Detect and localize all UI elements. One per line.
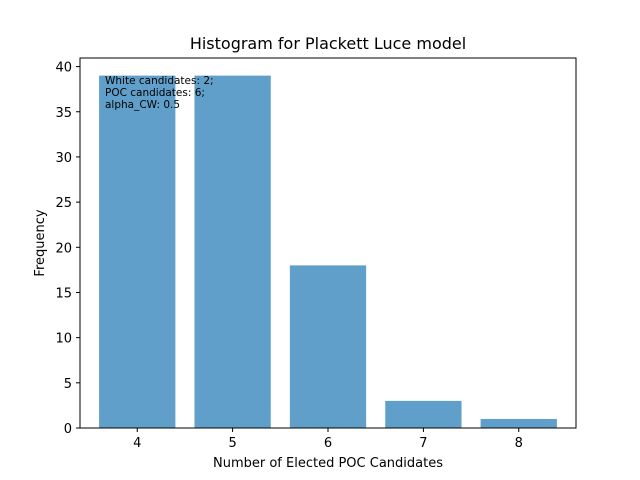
bar-7: [385, 400, 462, 428]
annotation-line-3: alpha_CW: 0.5: [105, 99, 180, 111]
annotation-line-2: POC candidates: 6;: [105, 87, 205, 99]
x-tick-label-7: 7: [419, 436, 427, 451]
chart-title: Histogram for Plackett Luce model: [190, 34, 466, 53]
x-axis: 4 5 6 7 8: [133, 428, 523, 451]
y-tick-label-35: 35: [55, 106, 72, 121]
y-tick-label-30: 30: [55, 151, 72, 166]
y-tick-label-40: 40: [55, 61, 72, 76]
annotation-line-1: White candidates: 2;: [105, 75, 214, 87]
y-tick-label-5: 5: [64, 377, 72, 392]
bar-8: [480, 418, 557, 428]
y-axis-label: Frequency: [33, 209, 48, 276]
bar-6: [289, 265, 367, 428]
bar-5: [194, 75, 271, 428]
bar-4: [99, 75, 176, 428]
y-tick-label-10: 10: [55, 332, 72, 347]
annotation-box: White candidates: 2; POC candidates: 6; …: [105, 75, 214, 111]
y-tick-label-15: 15: [55, 286, 72, 301]
bars-layer: [99, 75, 557, 428]
x-tick-label-4: 4: [133, 436, 141, 451]
y-tick-label-0: 0: [64, 422, 72, 437]
x-tick-label-8: 8: [515, 436, 523, 451]
y-tick-label-25: 25: [55, 196, 72, 211]
x-axis-label: Number of Elected POC Candidates: [213, 456, 443, 471]
x-tick-label-5: 5: [228, 436, 236, 451]
y-axis: 0 5 10 15 20 25 30 35 40: [55, 61, 80, 437]
x-tick-label-6: 6: [324, 436, 332, 451]
y-tick-label-20: 20: [55, 241, 72, 256]
